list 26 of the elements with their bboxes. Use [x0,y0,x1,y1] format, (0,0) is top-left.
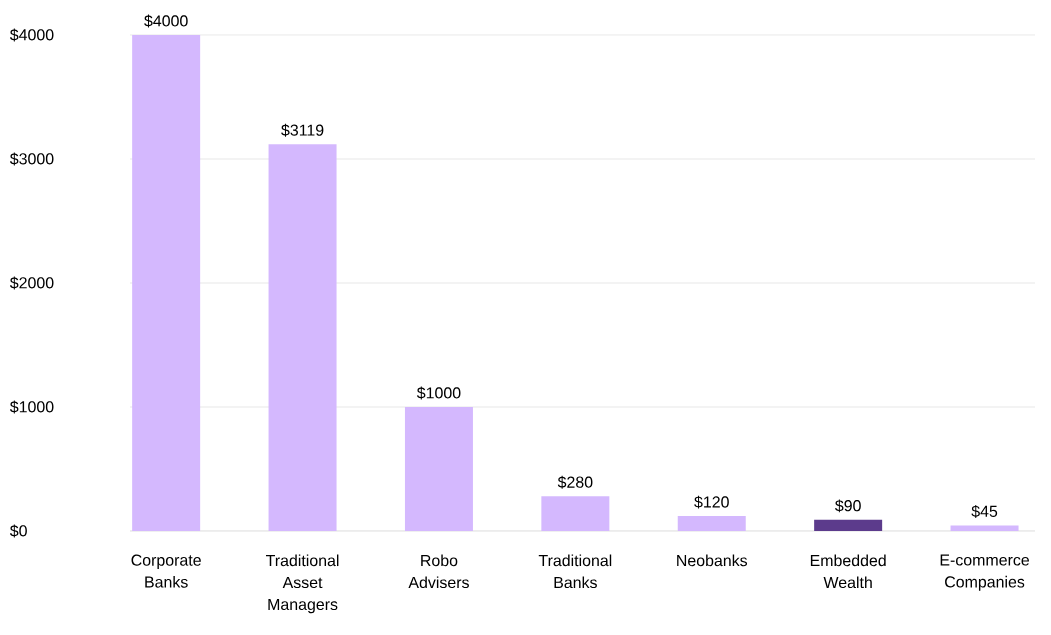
data-label: $3119 [281,123,324,137]
bar [814,519,883,531]
x-tick-label: Robo Advisers [408,554,469,589]
x-tick-label: Embedded Wealth [810,554,886,589]
y-tick-label: $3000 [9,152,54,166]
data-label: $120 [694,495,729,509]
y-tick-label: $2000 [9,276,54,290]
x-tick-label: Neobanks [677,554,748,567]
data-label: $4000 [144,14,188,28]
bar [404,406,473,531]
data-label: $1000 [416,386,461,400]
data-label: $280 [557,475,593,489]
bar [268,144,337,531]
x-tick-label: Corporate Banks [131,554,201,588]
x-tick-label: E-commerce Companies [940,554,1029,591]
bar [132,34,201,531]
x-tick-label: Traditional Banks [538,554,612,589]
y-tick-label: $1000 [9,400,54,414]
bar [541,496,610,531]
data-label: $45 [971,504,998,518]
x-tick-label: Traditional Asset Managers [266,554,339,614]
y-tick-label: $4000 [9,28,54,42]
bar [677,516,746,531]
bar [950,525,1019,531]
data-label: $90 [835,499,861,513]
y-tick-label: $0 [9,524,27,538]
